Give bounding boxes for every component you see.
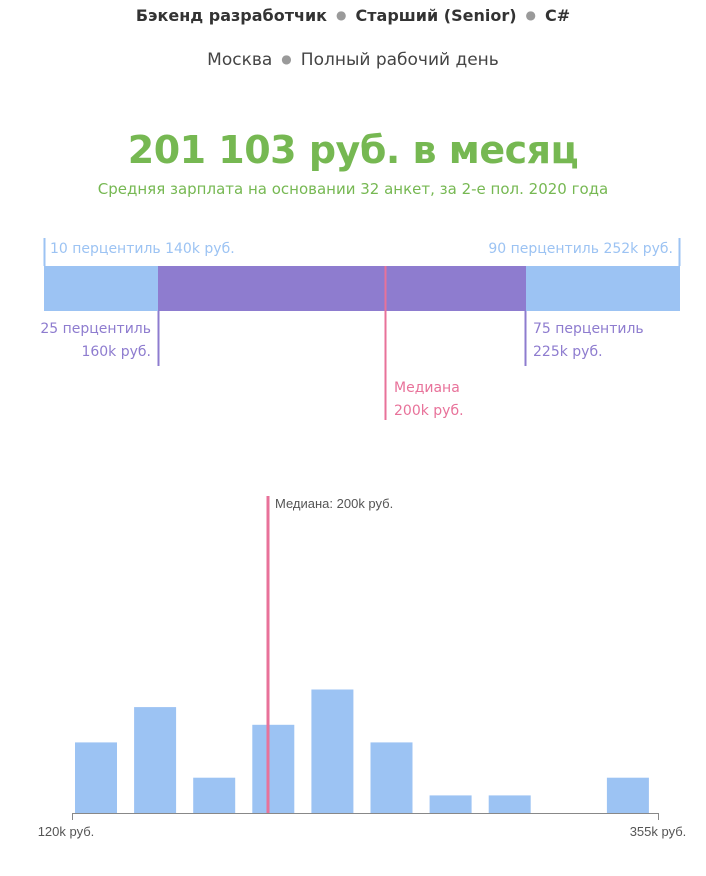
separator-dot-icon: ● — [281, 52, 292, 66]
histogram-bar[interactable] — [75, 742, 117, 813]
separator-dot-icon: ● — [525, 8, 537, 22]
histogram-bar[interactable] — [370, 742, 413, 813]
filters-line: Бэкенд разработчик ● Старший (Senior) ● C# — [0, 6, 706, 25]
histogram-bar[interactable] — [134, 707, 177, 813]
histogram-bars — [75, 689, 649, 814]
salary-main: 201 103 руб. в месяц — [127, 128, 579, 172]
filter-level[interactable]: Старший (Senior) — [355, 6, 517, 25]
p25-label: 25 перцентиль — [40, 321, 151, 337]
salary-subtitle: Средняя зарплата на основании 32 анкет, … — [97, 180, 609, 198]
p75-label: 75 перцентиль — [533, 321, 644, 337]
histogram-median-label: Медиана: 200k руб. — [275, 496, 393, 511]
p75-value: 225k руб. — [533, 344, 603, 360]
location-line: Москва ● Полный рабочий день — [0, 50, 706, 70]
filter-employment[interactable]: Полный рабочий день — [300, 50, 499, 70]
p90-label: 90 перцентиль 252k руб. — [488, 241, 673, 257]
median-value: 200k руб. — [394, 403, 464, 419]
filter-role[interactable]: Бэкенд разработчик — [135, 6, 328, 25]
p10-label: 10 перцентиль 140k руб. — [50, 241, 235, 257]
histogram-bar[interactable] — [311, 689, 354, 814]
x-tick-label-min: 120k руб. — [38, 824, 95, 839]
x-tick-label-max: 355k руб. — [630, 824, 687, 839]
histogram-bar[interactable] — [606, 777, 649, 813]
separator-dot-icon: ● — [336, 8, 347, 22]
histogram-bar[interactable] — [488, 795, 531, 813]
histogram-bar[interactable] — [252, 724, 295, 814]
histogram-bar[interactable] — [429, 795, 472, 813]
range-iqr-band — [158, 266, 526, 311]
filter-language[interactable]: C# — [545, 6, 571, 25]
percentile-range-chart: 10 перцентиль 140k руб. 90 перцентиль 25… — [40, 238, 681, 420]
histogram-bar[interactable] — [193, 777, 236, 813]
p25-value: 160k руб. — [81, 344, 151, 360]
median-label: Медиана — [394, 380, 460, 396]
filter-city[interactable]: Москва — [207, 50, 273, 70]
